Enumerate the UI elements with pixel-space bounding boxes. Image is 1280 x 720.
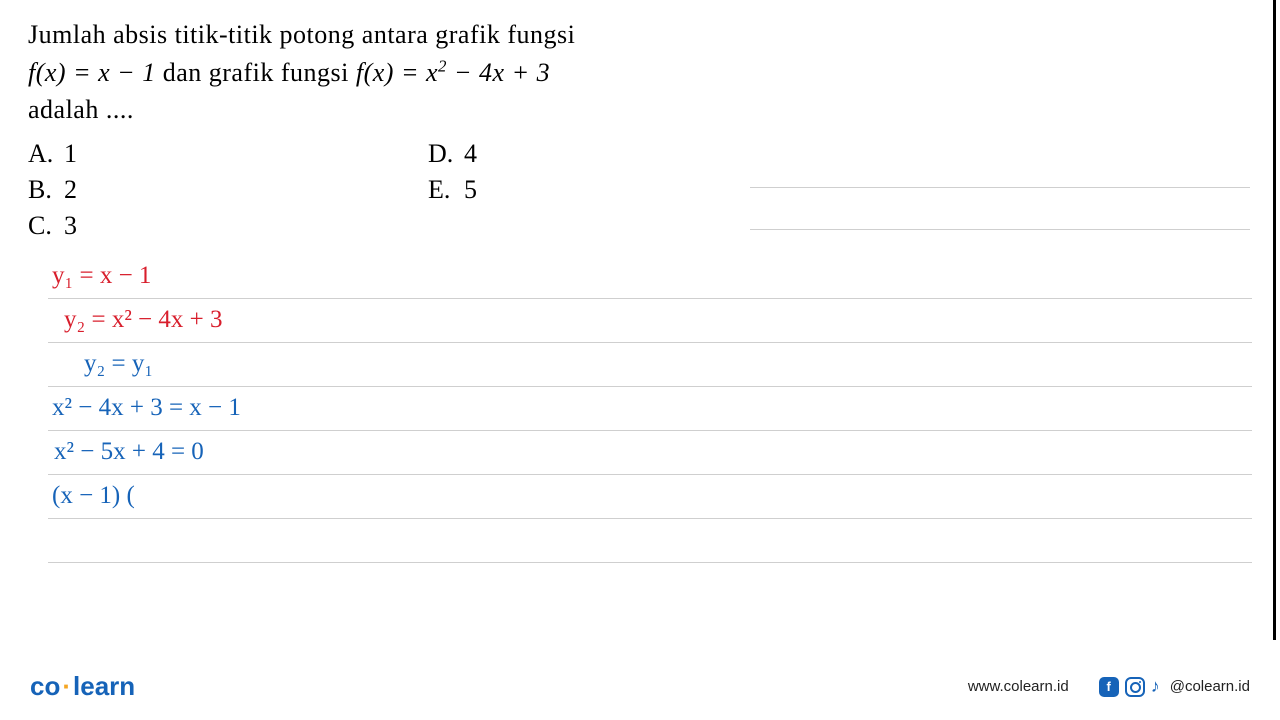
work-line-6: (x − 1) (​ [48, 475, 1252, 519]
page-right-border [1273, 0, 1276, 640]
option-d-value: 4 [464, 139, 477, 168]
facebook-icon[interactable]: f [1099, 677, 1119, 697]
footer-url[interactable]: www.colearn.id [968, 678, 1069, 695]
question-text: Jumlah absis titik-titik potong antara g… [28, 16, 1252, 129]
side-blank-lines [750, 146, 1250, 230]
option-c-value: 3 [64, 211, 77, 240]
question-line-3: adalah .... [28, 91, 1252, 129]
option-b-label: B. [28, 175, 64, 205]
question-line-2: f(x) = x − 1 dan grafik fungsi f(x) = x2… [28, 54, 1252, 92]
logo-learn: learn [73, 671, 135, 701]
footer: co·learn www.colearn.id f ♪ @colearn.id [0, 671, 1280, 702]
option-a[interactable]: A.1 [28, 139, 428, 169]
option-d-label: D. [428, 139, 464, 169]
option-a-label: A. [28, 139, 64, 169]
mid-text: dan grafik fungsi [156, 58, 356, 87]
option-c-label: C. [28, 211, 64, 241]
question-line-1: Jumlah absis titik-titik potong antara g… [28, 16, 1252, 54]
fx2-f: f [356, 58, 364, 87]
work-line-1: y₁ = x − 1 [48, 255, 1252, 299]
fx1-f: f [28, 58, 36, 87]
fx2-body: (x) = x [364, 58, 438, 87]
social-links: f ♪ @colearn.id [1099, 676, 1250, 697]
work-line-3: y₂ = y₁ [48, 343, 1252, 387]
brand-logo: co·learn [30, 671, 135, 702]
social-handle[interactable]: @colearn.id [1170, 678, 1250, 695]
option-b[interactable]: B.2 [28, 175, 428, 205]
logo-co: co [30, 671, 60, 701]
work-line-4: x² − 4x + 3 = x − 1 [48, 387, 1252, 431]
work-line-blank-2 [48, 563, 1252, 607]
option-a-value: 1 [64, 139, 77, 168]
work-line-5: x² − 5x + 4 = 0 [48, 431, 1252, 475]
option-c[interactable]: C.3 [28, 211, 428, 241]
option-b-value: 2 [64, 175, 77, 204]
option-e-value: 5 [464, 175, 477, 204]
fx2-sup: 2 [438, 56, 447, 75]
logo-dot: · [60, 671, 73, 701]
tiktok-icon[interactable]: ♪ [1151, 676, 1160, 697]
content-area: Jumlah absis titik-titik potong antara g… [0, 0, 1280, 607]
fx2-tail: − 4x + 3 [447, 58, 550, 87]
fx1-body: (x) = x − 1 [36, 58, 156, 87]
instagram-icon[interactable] [1125, 677, 1145, 697]
option-e-label: E. [428, 175, 464, 205]
work-line-blank-1 [48, 519, 1252, 563]
handwritten-work: y₁ = x − 1 y₂ = x² − 4x + 3 y₂ = y₁ x² −… [28, 255, 1252, 607]
work-line-2: y₂ = x² − 4x + 3 [48, 299, 1252, 343]
